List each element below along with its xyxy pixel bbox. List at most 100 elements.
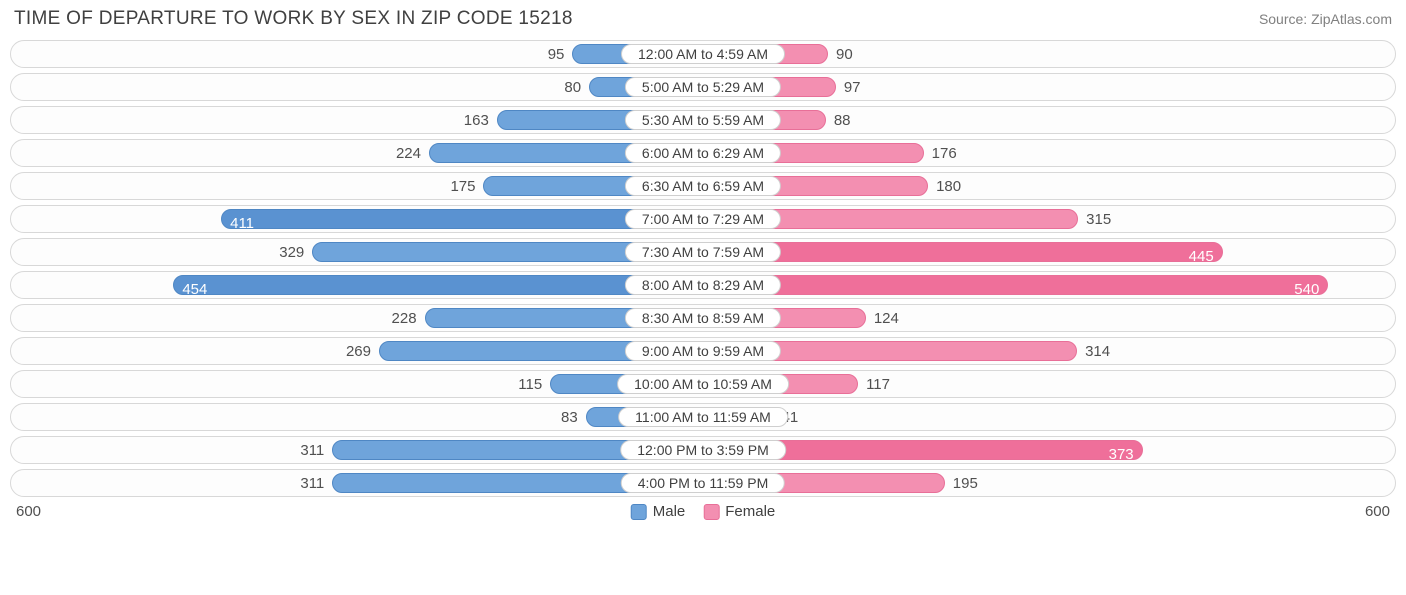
value-label-male: 175 [450, 173, 475, 201]
category-pill: 7:30 AM to 7:59 AM [625, 242, 781, 262]
chart-row: 454 5408:00 AM to 8:29 AM [10, 271, 1396, 299]
category-pill: 8:00 AM to 8:29 AM [625, 275, 781, 295]
value-label-female: 540 [1294, 276, 1319, 304]
row-half-female: 124 [715, 305, 1395, 331]
row-half-male: 311 [11, 470, 691, 496]
value-label-male: 411 [230, 210, 254, 238]
category-pill: 11:00 AM to 11:59 AM [618, 407, 788, 427]
value-label-female: 314 [1085, 338, 1110, 366]
value-label-female: 315 [1086, 206, 1111, 234]
chart-title: TIME OF DEPARTURE TO WORK BY SEX IN ZIP … [14, 8, 573, 30]
row-half-female: 445 [715, 239, 1395, 265]
row-half-female: 195 [715, 470, 1395, 496]
value-label-male: 228 [392, 305, 417, 333]
chart-row: 1751806:30 AM to 6:59 AM [10, 172, 1396, 200]
chart-source: Source: ZipAtlas.com [1259, 11, 1392, 27]
bar-female: 540 [728, 275, 1328, 295]
value-label-female: 195 [953, 470, 978, 498]
chart-container: TIME OF DEPARTURE TO WORK BY SEX IN ZIP … [0, 0, 1406, 531]
row-half-male: 163 [11, 107, 691, 133]
category-pill: 8:30 AM to 8:59 AM [625, 308, 781, 328]
value-label-male: 224 [396, 140, 421, 168]
row-half-male: 411 [11, 206, 691, 232]
category-pill: 5:00 AM to 5:29 AM [625, 77, 781, 97]
row-half-female: 90 [715, 41, 1395, 67]
chart-row: 228 124 8:30 AM to 8:59 AM [10, 304, 1396, 332]
bar-male: 454 [173, 275, 678, 295]
value-label-male: 269 [346, 338, 371, 366]
row-half-male: 454 [11, 272, 691, 298]
value-label-female: 88 [834, 107, 851, 135]
row-half-female: 176 [715, 140, 1395, 166]
value-label-male: 454 [182, 276, 207, 304]
legend-label-male: Male [653, 503, 686, 520]
axis-max-right: 600 [1365, 503, 1390, 520]
value-label-male: 311 [300, 470, 324, 498]
row-half-male: 80 [11, 74, 691, 100]
category-pill: 6:00 AM to 6:29 AM [625, 143, 781, 163]
bar-female: 445 [728, 242, 1223, 262]
chart-row: 329 4457:30 AM to 7:59 AM [10, 238, 1396, 266]
row-half-female: 314 [715, 338, 1395, 364]
legend-swatch-male [631, 504, 647, 520]
row-half-male: 95 [11, 41, 691, 67]
category-pill: 4:00 PM to 11:59 PM [621, 473, 785, 493]
chart-rows: 95 90 12:00 AM to 4:59 AM 80 97 5:00 AM to 5:… [10, 40, 1396, 497]
value-label-male: 115 [518, 371, 542, 399]
category-pill: 5:30 AM to 5:59 AM [625, 110, 781, 130]
chart-legend: Male Female [631, 503, 776, 520]
row-half-female: 88 [715, 107, 1395, 133]
chart-row: 224 176 6:00 AM to 6:29 AM [10, 139, 1396, 167]
legend-item-female: Female [703, 503, 775, 520]
row-half-male: 269 [11, 338, 691, 364]
row-half-female: 41 [715, 404, 1395, 430]
row-half-male: 329 [11, 239, 691, 265]
chart-row: 115 11710:00 AM to 10:59 AM [10, 370, 1396, 398]
row-half-male: 228 [11, 305, 691, 331]
row-half-male: 83 [11, 404, 691, 430]
row-half-male: 175 [11, 173, 691, 199]
value-label-female: 445 [1189, 243, 1214, 271]
category-pill: 10:00 AM to 10:59 AM [617, 374, 789, 394]
row-half-female: 373 [715, 437, 1395, 463]
row-half-female: 540 [715, 272, 1395, 298]
legend-item-male: Male [631, 503, 686, 520]
value-label-male: 311 [300, 437, 324, 465]
category-pill: 9:00 AM to 9:59 AM [625, 341, 781, 361]
chart-footer: 600 Male Female 600 [10, 501, 1396, 525]
row-half-male: 115 [11, 371, 691, 397]
bar-male [312, 242, 678, 262]
value-label-female: 90 [836, 41, 853, 69]
value-label-male: 95 [548, 41, 565, 69]
row-half-female: 180 [715, 173, 1395, 199]
row-half-male: 224 [11, 140, 691, 166]
legend-swatch-female [703, 504, 719, 520]
row-half-female: 315 [715, 206, 1395, 232]
chart-row: 80 97 5:00 AM to 5:29 AM [10, 73, 1396, 101]
value-label-male: 83 [561, 404, 578, 432]
chart-header: TIME OF DEPARTURE TO WORK BY SEX IN ZIP … [10, 6, 1396, 40]
category-pill: 12:00 AM to 4:59 AM [621, 44, 785, 64]
bar-female: 373 [728, 440, 1143, 460]
chart-row: 163 88 5:30 AM to 5:59 AM [10, 106, 1396, 134]
row-half-female: 97 [715, 74, 1395, 100]
value-label-male: 163 [464, 107, 489, 135]
value-label-male: 80 [564, 74, 581, 102]
chart-row: 95 90 12:00 AM to 4:59 AM [10, 40, 1396, 68]
value-label-female: 373 [1109, 441, 1134, 469]
value-label-male: 329 [279, 239, 304, 267]
chart-row: 411 315 7:00 AM to 7:29 AM [10, 205, 1396, 233]
value-label-female: 176 [932, 140, 957, 168]
category-pill: 7:00 AM to 7:29 AM [625, 209, 781, 229]
chart-row: 311 195 4:00 PM to 11:59 PM [10, 469, 1396, 497]
value-label-female: 124 [874, 305, 899, 333]
row-half-male: 311 [11, 437, 691, 463]
legend-label-female: Female [725, 503, 775, 520]
chart-row: 311 37312:00 PM to 3:59 PM [10, 436, 1396, 464]
value-label-female: 180 [936, 173, 961, 201]
axis-max-left: 600 [16, 503, 41, 520]
row-half-female: 117 [715, 371, 1395, 397]
value-label-female: 97 [844, 74, 861, 102]
chart-row: 83 4111:00 AM to 11:59 AM [10, 403, 1396, 431]
category-pill: 12:00 PM to 3:59 PM [620, 440, 786, 460]
